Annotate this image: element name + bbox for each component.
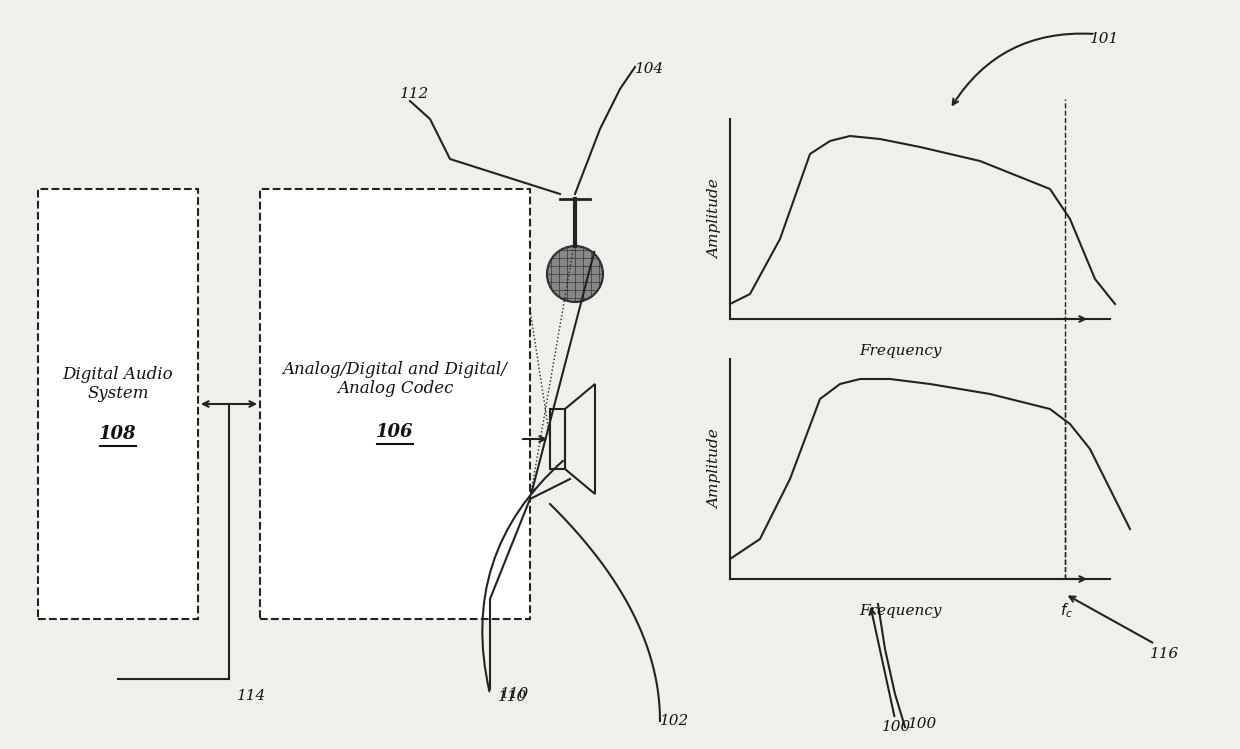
Text: 114: 114: [237, 689, 267, 703]
Text: 108: 108: [99, 425, 136, 443]
Text: 102: 102: [660, 714, 689, 728]
Polygon shape: [38, 189, 198, 619]
Text: Amplitude: Amplitude: [708, 429, 722, 509]
Text: 100: 100: [882, 720, 911, 734]
Circle shape: [547, 246, 603, 302]
Text: 101: 101: [1090, 32, 1120, 46]
Text: 112: 112: [401, 87, 429, 101]
Text: 116: 116: [1149, 647, 1179, 661]
Text: Amplitude: Amplitude: [708, 179, 722, 259]
Text: $f_c$: $f_c$: [1060, 601, 1074, 619]
Text: 110: 110: [498, 690, 527, 704]
Text: Digital Audio
System: Digital Audio System: [63, 366, 174, 402]
Text: Frequency: Frequency: [859, 344, 941, 358]
Text: Frequency: Frequency: [859, 604, 941, 618]
Polygon shape: [260, 189, 529, 619]
Text: 104: 104: [635, 62, 665, 76]
Text: 110: 110: [500, 687, 529, 701]
Text: 100: 100: [908, 717, 937, 731]
Text: Analog/Digital and Digital/
Analog Codec: Analog/Digital and Digital/ Analog Codec: [283, 361, 507, 397]
Text: 106: 106: [376, 423, 414, 441]
